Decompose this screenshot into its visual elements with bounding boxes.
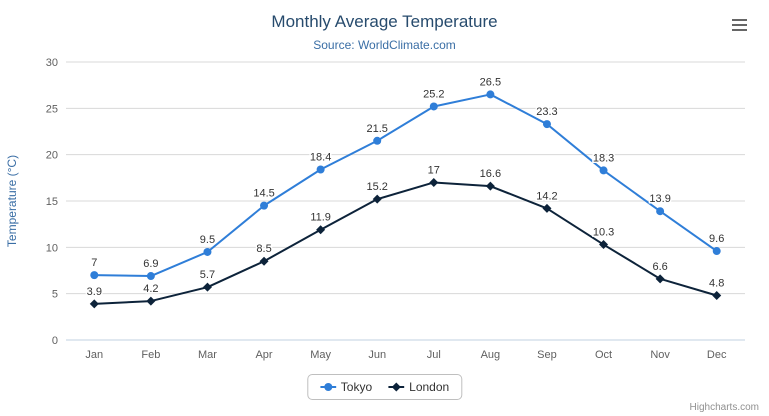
data-label: 4.8 — [709, 278, 724, 290]
data-point-london[interactable] — [712, 291, 722, 301]
highcharts-credit[interactable]: Highcharts.com — [689, 402, 759, 413]
data-label: 6.9 — [143, 258, 158, 270]
legend-item-tokyo[interactable]: Tokyo — [319, 380, 373, 394]
data-label: 25.2 — [423, 88, 444, 100]
data-point-tokyo[interactable] — [260, 201, 269, 210]
legend: Tokyo London — [306, 374, 463, 400]
data-point-london[interactable] — [372, 194, 382, 204]
data-label: 10.3 — [593, 227, 614, 239]
y-axis-label: 0 — [52, 335, 58, 347]
data-point-tokyo[interactable] — [146, 272, 155, 281]
data-point-tokyo[interactable] — [90, 271, 99, 280]
data-label: 8.5 — [256, 243, 271, 255]
data-point-london[interactable] — [146, 296, 156, 306]
data-label: 23.3 — [536, 106, 557, 118]
data-point-tokyo[interactable] — [656, 207, 665, 216]
y-axis-label: 20 — [46, 150, 58, 162]
x-axis-label: Jul — [427, 349, 441, 361]
x-axis-label: Aug — [481, 349, 501, 361]
data-label: 3.9 — [87, 286, 102, 298]
x-axis-label: Feb — [141, 349, 160, 361]
circle-marker-icon — [319, 383, 336, 391]
data-point-london[interactable] — [89, 299, 99, 309]
data-label: 14.2 — [536, 190, 557, 202]
data-point-london[interactable] — [599, 240, 609, 250]
data-label: 18.3 — [593, 152, 614, 164]
y-axis-label: 15 — [46, 196, 58, 208]
legend-label: London — [409, 380, 450, 394]
series-line-london[interactable] — [93, 181, 718, 305]
data-point-london[interactable] — [316, 225, 326, 235]
x-axis-label: Jun — [368, 349, 386, 361]
x-axis-label: Dec — [707, 349, 727, 361]
x-axis-label: Nov — [650, 349, 670, 361]
data-label: 6.6 — [652, 261, 667, 273]
data-label: 15.2 — [366, 181, 387, 193]
data-label: 21.5 — [366, 123, 387, 135]
data-point-tokyo[interactable] — [486, 90, 495, 99]
data-point-tokyo[interactable] — [429, 102, 438, 111]
data-label: 18.4 — [310, 151, 331, 163]
data-label: 7 — [91, 257, 97, 269]
y-axis-title: Temperature (°C) — [5, 155, 19, 247]
y-axis-label: 5 — [52, 289, 58, 301]
diamond-marker-icon — [388, 382, 405, 392]
data-label: 4.2 — [143, 283, 158, 295]
data-point-london[interactable] — [485, 181, 495, 191]
y-axis-label: 25 — [46, 103, 58, 115]
x-axis-label: Mar — [198, 349, 217, 361]
data-label: 26.5 — [480, 76, 501, 88]
x-axis-label: Apr — [255, 349, 272, 361]
chart-subtitle: Source: WorldClimate.com — [313, 38, 456, 52]
hamburger-icon — [732, 19, 747, 21]
data-point-london[interactable] — [202, 282, 212, 292]
data-point-tokyo[interactable] — [542, 120, 551, 129]
chart-title: Monthly Average Temperature — [271, 12, 498, 31]
data-label: 11.9 — [310, 212, 331, 224]
data-point-tokyo[interactable] — [373, 136, 382, 145]
data-label: 5.7 — [200, 269, 215, 281]
data-point-london[interactable] — [655, 274, 665, 284]
data-label: 14.5 — [253, 188, 274, 200]
data-point-london[interactable] — [542, 203, 552, 213]
y-axis-label: 30 — [46, 57, 58, 69]
y-axis-label: 10 — [46, 242, 58, 254]
x-axis-label: Oct — [595, 349, 612, 361]
export-menu-button[interactable] — [727, 14, 753, 36]
data-point-tokyo[interactable] — [316, 165, 325, 174]
legend-item-london[interactable]: London — [388, 380, 449, 394]
data-label: 17 — [428, 164, 440, 176]
data-point-tokyo[interactable] — [712, 247, 721, 256]
data-label: 13.9 — [649, 193, 670, 205]
x-axis-label: May — [310, 349, 331, 361]
series-line-tokyo[interactable] — [93, 93, 718, 278]
data-point-london[interactable] — [259, 256, 269, 266]
hamburger-icon — [732, 29, 747, 31]
data-label: 9.5 — [200, 234, 215, 246]
data-point-tokyo[interactable] — [203, 247, 212, 256]
data-point-london[interactable] — [429, 177, 439, 187]
data-label: 16.6 — [480, 168, 501, 180]
x-axis-label: Jan — [85, 349, 103, 361]
hamburger-icon — [732, 24, 747, 26]
x-axis-label: Sep — [537, 349, 557, 361]
data-point-tokyo[interactable] — [599, 166, 608, 175]
data-label: 9.6 — [709, 233, 724, 245]
legend-label: Tokyo — [340, 380, 373, 394]
